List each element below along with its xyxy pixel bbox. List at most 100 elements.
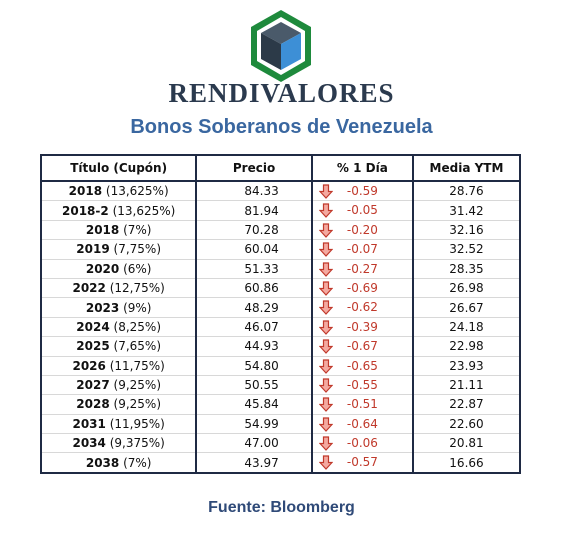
- bond-coupon: (8,25%): [113, 319, 162, 334]
- arrow-down-icon: [318, 378, 334, 393]
- bond-price: 60.04: [195, 239, 313, 260]
- bond-ytm: 24.18: [411, 317, 522, 338]
- arrow-down-icon: [318, 339, 334, 355]
- bond-change: -0.39: [346, 319, 378, 334]
- page-title: Bonos Soberanos de Venezuela: [130, 116, 433, 138]
- arrow-down-icon: [318, 184, 334, 199]
- bond-ytm: 31.42: [411, 200, 522, 221]
- bond-ytm: 28.76: [411, 181, 522, 202]
- arrow-down-icon: [318, 455, 334, 471]
- arrow-down-icon: [318, 417, 334, 432]
- column-header-change: % 1 Día: [310, 154, 414, 182]
- bond-year: 2034: [72, 436, 106, 451]
- arrow-down-icon: [318, 320, 334, 335]
- bond-title: 2019 (7,75%): [39, 239, 198, 260]
- bond-change: -0.05: [346, 203, 378, 218]
- bond-ytm: 16.66: [411, 452, 522, 474]
- bond-change-cell: -0.06: [310, 433, 414, 454]
- bond-price: 51.33: [195, 259, 313, 279]
- bond-ytm: 20.81: [411, 433, 522, 454]
- bond-ytm: 32.16: [411, 220, 522, 241]
- bond-title: 2025 (7,65%): [39, 336, 198, 357]
- bond-change: -0.57: [346, 455, 378, 470]
- table-row: 2020 (6%) 51.33 -0.27 28.35: [39, 259, 522, 279]
- arrow-down-icon: [318, 281, 334, 296]
- table-row: 2025 (7,65%) 44.93 -0.67 22.98: [39, 336, 522, 357]
- bond-change: -0.06: [346, 436, 378, 451]
- bond-price: 50.55: [195, 375, 313, 396]
- bond-year: 2019: [76, 242, 110, 257]
- bond-price: 70.28: [195, 220, 313, 241]
- bond-change-cell: -0.07: [310, 239, 414, 260]
- bond-change-cell: -0.20: [310, 220, 414, 241]
- table-row: 2034 (9,375%) 47.00 -0.06 20.81: [39, 433, 522, 454]
- bond-change-cell: -0.57: [310, 452, 414, 474]
- table-row: 2038 (7%) 43.97 -0.57 16.66: [39, 452, 522, 474]
- table-header-row: Título (Cupón) Precio % 1 Día Media YTM: [39, 154, 522, 182]
- bond-change-cell: -0.55: [310, 375, 414, 396]
- bond-ytm: 26.98: [411, 278, 522, 299]
- bond-change: -0.51: [346, 397, 378, 412]
- bond-ytm: 22.60: [411, 414, 522, 435]
- bond-coupon: (7%): [123, 222, 152, 237]
- bond-change-cell: -0.51: [310, 394, 414, 415]
- bond-title: 2022 (12,75%): [39, 278, 198, 299]
- bond-coupon: (9,25%): [113, 397, 162, 412]
- bond-year: 2022: [72, 281, 106, 296]
- arrow-down-icon: [318, 203, 334, 219]
- bond-coupon: (13,625%): [105, 184, 169, 199]
- bond-price: 43.97: [195, 452, 313, 474]
- bond-change: -0.20: [346, 222, 378, 237]
- arrow-down-icon: [318, 436, 334, 451]
- arrow-down-icon: [318, 242, 334, 258]
- table-row: 2018 (7%) 70.28 -0.20 32.16: [39, 220, 522, 241]
- bond-coupon: (11,95%): [109, 416, 165, 431]
- brand-name: RENDIVALORES: [168, 78, 395, 108]
- bond-ytm: 22.98: [411, 336, 522, 357]
- bond-coupon: (7%): [123, 455, 152, 470]
- bond-coupon: (9,375%): [109, 436, 165, 451]
- bond-price: 46.07: [195, 317, 313, 338]
- bond-coupon: (13,625%): [112, 203, 176, 218]
- bond-price: 47.00: [195, 433, 313, 454]
- bond-change: -0.64: [346, 416, 378, 431]
- bond-year: 2024: [76, 319, 110, 334]
- bond-ytm: 28.35: [411, 259, 522, 279]
- table-row: 2028 (9,25%) 45.84 -0.51 22.87: [39, 394, 522, 415]
- table-row: 2018-2 (13,625%) 81.94 -0.05 31.42: [39, 200, 522, 221]
- bond-title: 2024 (8,25%): [39, 317, 198, 338]
- bond-title: 2018 (7%): [39, 220, 198, 241]
- bond-coupon: (9%): [123, 300, 152, 315]
- bond-coupon: (6%): [123, 261, 152, 276]
- bond-change-cell: -0.59: [310, 181, 414, 202]
- table-row: 2024 (8,25%) 46.07 -0.39 24.18: [39, 317, 522, 338]
- table-row: 2023 (9%) 48.29 -0.62 26.67: [39, 297, 522, 318]
- bond-price: 45.84: [195, 394, 313, 415]
- column-header-ytm: Media YTM: [411, 154, 522, 182]
- bond-ytm: 23.93: [411, 356, 522, 376]
- bond-title: 2023 (9%): [39, 297, 198, 318]
- bond-change: -0.67: [346, 339, 378, 354]
- bond-title: 2018-2 (13,625%): [39, 200, 198, 221]
- bond-year: 2023: [85, 300, 120, 315]
- bond-title: 2026 (11,75%): [39, 356, 198, 376]
- table-row: 2022 (12,75%) 60.86 -0.69 26.98: [39, 278, 522, 299]
- bond-coupon: (11,75%): [109, 358, 165, 373]
- bond-year: 2018: [68, 184, 103, 199]
- bond-year: 2027: [76, 378, 110, 393]
- bond-price: 54.99: [195, 414, 313, 435]
- table-row: 2031 (11,95%) 54.99 -0.64 22.60: [39, 414, 522, 435]
- bond-ytm: 21.11: [411, 375, 522, 396]
- bond-ytm: 22.87: [411, 394, 522, 415]
- bond-ytm: 26.67: [411, 297, 522, 318]
- bond-change-cell: -0.62: [310, 297, 414, 318]
- bond-ytm: 32.52: [411, 239, 522, 260]
- bond-change-cell: -0.65: [310, 356, 414, 376]
- bond-year: 2038: [85, 455, 120, 470]
- bond-change: -0.62: [346, 300, 378, 315]
- bond-title: 2038 (7%): [39, 452, 198, 474]
- bond-title: 2027 (9,25%): [39, 375, 198, 396]
- bond-year: 2018-2: [62, 203, 109, 218]
- arrow-down-icon: [318, 300, 334, 316]
- bond-change-cell: -0.64: [310, 414, 414, 435]
